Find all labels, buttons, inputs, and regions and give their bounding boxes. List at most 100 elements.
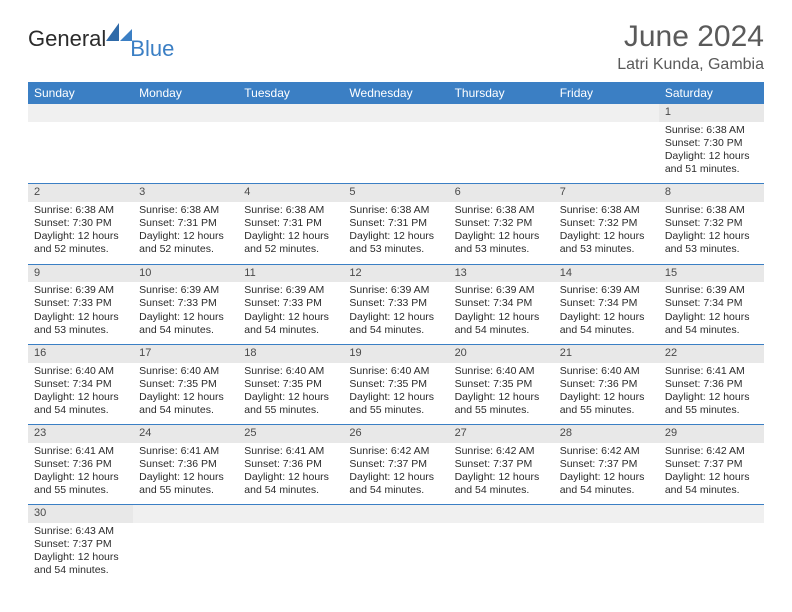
day-number: 12	[343, 265, 448, 283]
day-number-cell: 18	[238, 344, 343, 362]
sunrise-line: Sunrise: 6:39 AM	[665, 284, 758, 297]
day-number: 20	[449, 345, 554, 363]
day-number-cell: 2	[28, 184, 133, 202]
daylight-line: Daylight: 12 hours and 55 minutes.	[244, 391, 337, 417]
sunrise-line: Sunrise: 6:40 AM	[455, 365, 548, 378]
day-number-cell: 1	[659, 104, 764, 122]
day-number-cell: 12	[343, 264, 448, 282]
day-content-cell: Sunrise: 6:39 AMSunset: 7:33 PMDaylight:…	[28, 282, 133, 344]
day-number: 7	[554, 184, 659, 202]
sunset-line: Sunset: 7:35 PM	[349, 378, 442, 391]
day-content-cell: Sunrise: 6:40 AMSunset: 7:36 PMDaylight:…	[554, 363, 659, 425]
day-number-cell: 5	[343, 184, 448, 202]
logo-text-general: General	[28, 26, 106, 52]
sunrise-line: Sunrise: 6:40 AM	[349, 365, 442, 378]
sunset-line: Sunset: 7:32 PM	[560, 217, 653, 230]
week-num-row: 16171819202122	[28, 344, 764, 362]
day-number: 9	[28, 265, 133, 283]
col-friday: Friday	[554, 82, 659, 104]
day-number-cell: 25	[238, 425, 343, 443]
day-content-cell	[554, 122, 659, 184]
daylight-line: Daylight: 12 hours and 55 minutes.	[34, 471, 127, 497]
day-content-cell	[238, 523, 343, 585]
day-number: 17	[133, 345, 238, 363]
day-content-cell	[133, 122, 238, 184]
day-number: 21	[554, 345, 659, 363]
day-number: 23	[28, 425, 133, 443]
day-number: 11	[238, 265, 343, 283]
sunrise-line: Sunrise: 6:39 AM	[560, 284, 653, 297]
sunset-line: Sunset: 7:32 PM	[665, 217, 758, 230]
day-number: 24	[133, 425, 238, 443]
day-number: 10	[133, 265, 238, 283]
sunrise-line: Sunrise: 6:40 AM	[244, 365, 337, 378]
day-number: 13	[449, 265, 554, 283]
daylight-line: Daylight: 12 hours and 55 minutes.	[455, 391, 548, 417]
day-content: Sunrise: 6:39 AMSunset: 7:33 PMDaylight:…	[133, 282, 238, 341]
day-content-cell: Sunrise: 6:42 AMSunset: 7:37 PMDaylight:…	[449, 443, 554, 505]
sunrise-line: Sunrise: 6:39 AM	[34, 284, 127, 297]
day-number-cell: 21	[554, 344, 659, 362]
day-content-cell: Sunrise: 6:40 AMSunset: 7:35 PMDaylight:…	[133, 363, 238, 425]
day-content-cell: Sunrise: 6:41 AMSunset: 7:36 PMDaylight:…	[28, 443, 133, 505]
day-number-cell	[133, 104, 238, 122]
day-number-cell: 19	[343, 344, 448, 362]
day-content-cell: Sunrise: 6:42 AMSunset: 7:37 PMDaylight:…	[659, 443, 764, 505]
day-number: 30	[28, 505, 133, 523]
day-content-cell: Sunrise: 6:39 AMSunset: 7:33 PMDaylight:…	[133, 282, 238, 344]
day-content: Sunrise: 6:39 AMSunset: 7:33 PMDaylight:…	[343, 282, 448, 341]
day-content-cell	[28, 122, 133, 184]
sunset-line: Sunset: 7:30 PM	[665, 137, 758, 150]
day-number-cell: 20	[449, 344, 554, 362]
daylight-line: Daylight: 12 hours and 52 minutes.	[244, 230, 337, 256]
daylight-line: Daylight: 12 hours and 54 minutes.	[560, 311, 653, 337]
day-content: Sunrise: 6:38 AMSunset: 7:31 PMDaylight:…	[133, 202, 238, 261]
sunset-line: Sunset: 7:37 PM	[455, 458, 548, 471]
daylight-line: Daylight: 12 hours and 54 minutes.	[665, 471, 758, 497]
day-content: Sunrise: 6:39 AMSunset: 7:33 PMDaylight:…	[28, 282, 133, 341]
day-number: 26	[343, 425, 448, 443]
day-content-cell: Sunrise: 6:38 AMSunset: 7:32 PMDaylight:…	[554, 202, 659, 264]
day-content: Sunrise: 6:40 AMSunset: 7:35 PMDaylight:…	[449, 363, 554, 422]
sunrise-line: Sunrise: 6:38 AM	[34, 204, 127, 217]
day-content: Sunrise: 6:38 AMSunset: 7:32 PMDaylight:…	[449, 202, 554, 261]
day-content: Sunrise: 6:38 AMSunset: 7:31 PMDaylight:…	[343, 202, 448, 261]
daylight-line: Daylight: 12 hours and 54 minutes.	[244, 471, 337, 497]
day-number-cell: 16	[28, 344, 133, 362]
sunrise-line: Sunrise: 6:39 AM	[349, 284, 442, 297]
day-number	[28, 104, 133, 122]
day-content-cell: Sunrise: 6:40 AMSunset: 7:35 PMDaylight:…	[343, 363, 448, 425]
week-num-row: 1	[28, 104, 764, 122]
day-content: Sunrise: 6:43 AMSunset: 7:37 PMDaylight:…	[28, 523, 133, 582]
sunset-line: Sunset: 7:37 PM	[34, 538, 127, 551]
day-number	[343, 505, 448, 523]
day-number-cell: 14	[554, 264, 659, 282]
day-content-cell: Sunrise: 6:39 AMSunset: 7:33 PMDaylight:…	[238, 282, 343, 344]
sunset-line: Sunset: 7:37 PM	[349, 458, 442, 471]
sunrise-line: Sunrise: 6:40 AM	[139, 365, 232, 378]
sunrise-line: Sunrise: 6:38 AM	[665, 204, 758, 217]
sunrise-line: Sunrise: 6:42 AM	[455, 445, 548, 458]
daylight-line: Daylight: 12 hours and 53 minutes.	[34, 311, 127, 337]
daylight-line: Daylight: 12 hours and 53 minutes.	[455, 230, 548, 256]
day-content-cell: Sunrise: 6:38 AMSunset: 7:32 PMDaylight:…	[449, 202, 554, 264]
day-number: 8	[659, 184, 764, 202]
day-content-cell	[133, 523, 238, 585]
day-content-cell	[238, 122, 343, 184]
day-number-cell	[238, 505, 343, 523]
daylight-line: Daylight: 12 hours and 54 minutes.	[139, 311, 232, 337]
sunrise-line: Sunrise: 6:41 AM	[139, 445, 232, 458]
sunset-line: Sunset: 7:36 PM	[34, 458, 127, 471]
day-content-cell: Sunrise: 6:43 AMSunset: 7:37 PMDaylight:…	[28, 523, 133, 585]
daylight-line: Daylight: 12 hours and 54 minutes.	[665, 311, 758, 337]
col-tuesday: Tuesday	[238, 82, 343, 104]
daylight-line: Daylight: 12 hours and 53 minutes.	[665, 230, 758, 256]
sunset-line: Sunset: 7:34 PM	[455, 297, 548, 310]
day-number-cell: 28	[554, 425, 659, 443]
day-number-cell: 3	[133, 184, 238, 202]
day-content-cell: Sunrise: 6:38 AMSunset: 7:31 PMDaylight:…	[238, 202, 343, 264]
sunset-line: Sunset: 7:35 PM	[244, 378, 337, 391]
logo: General Blue	[28, 26, 174, 52]
day-number-cell	[659, 505, 764, 523]
day-content: Sunrise: 6:42 AMSunset: 7:37 PMDaylight:…	[659, 443, 764, 502]
